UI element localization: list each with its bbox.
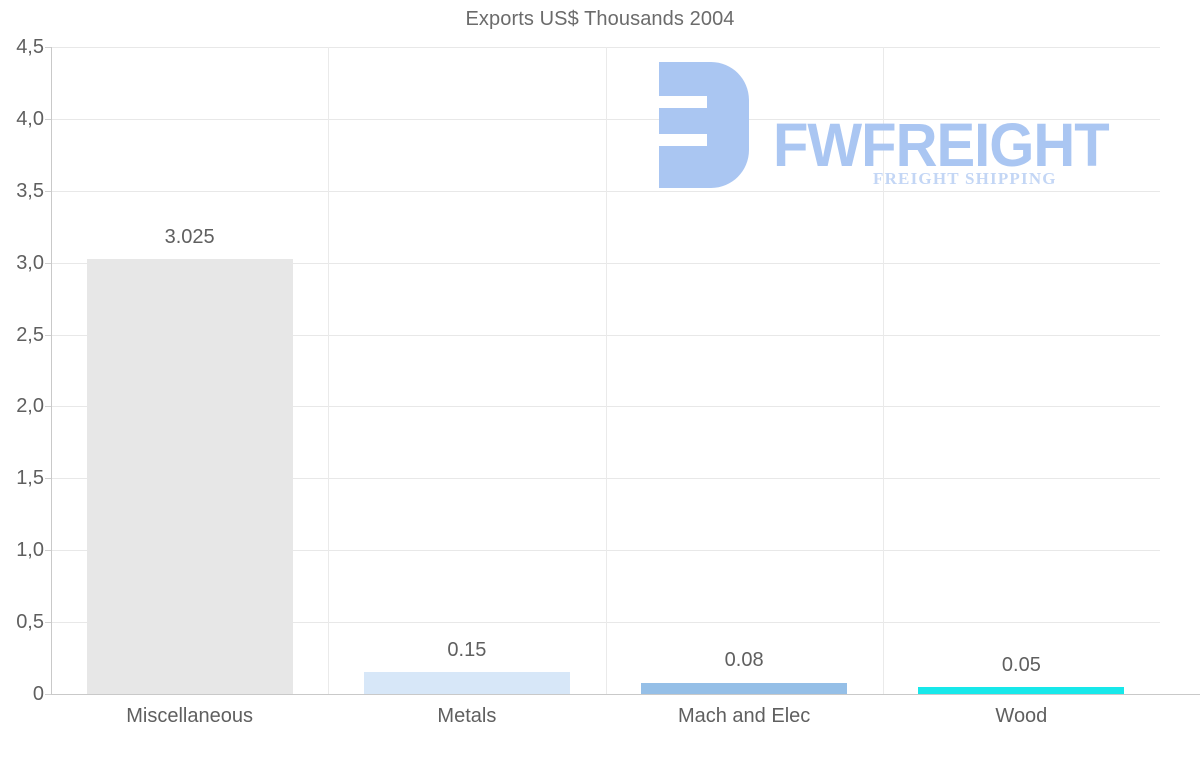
y-tick-label: 2,5 bbox=[16, 323, 44, 346]
bar-value-label: 0.05 bbox=[1001, 653, 1041, 676]
chart-title: Exports US$ Thousands 2004 bbox=[465, 8, 735, 30]
category-separator bbox=[605, 47, 607, 694]
bar-value-label: 3.025 bbox=[164, 226, 215, 249]
y-tick-label: 1,5 bbox=[16, 467, 44, 490]
y-tick-label: 4,0 bbox=[16, 107, 44, 130]
plot-area bbox=[51, 47, 1160, 694]
bar[interactable] bbox=[86, 259, 293, 694]
category-separator bbox=[328, 47, 330, 694]
y-tick-label: 3,5 bbox=[16, 179, 44, 202]
y-tick-label: 1,0 bbox=[16, 539, 44, 562]
bar[interactable] bbox=[641, 682, 848, 694]
x-tick-label: Miscellaneous bbox=[126, 705, 253, 727]
bar[interactable] bbox=[918, 686, 1125, 694]
y-tick-label: 2,0 bbox=[16, 395, 44, 418]
y-axis-line bbox=[51, 47, 52, 695]
x-axis-line bbox=[51, 694, 1200, 695]
y-tick-label: 0,5 bbox=[16, 611, 44, 634]
x-tick-label: Metals bbox=[437, 705, 497, 727]
bar-value-label: 0.15 bbox=[447, 639, 487, 662]
y-tick-label: 4,5 bbox=[16, 36, 44, 58]
y-tick-label: 0 bbox=[32, 683, 44, 705]
bar-value-label: 0.08 bbox=[724, 649, 764, 672]
bar[interactable] bbox=[363, 672, 570, 694]
x-tick-label: Mach and Elec bbox=[677, 705, 811, 727]
x-tick-label: Wood bbox=[995, 705, 1048, 727]
y-tick-label: 3,0 bbox=[16, 251, 44, 274]
category-separator bbox=[882, 47, 884, 694]
